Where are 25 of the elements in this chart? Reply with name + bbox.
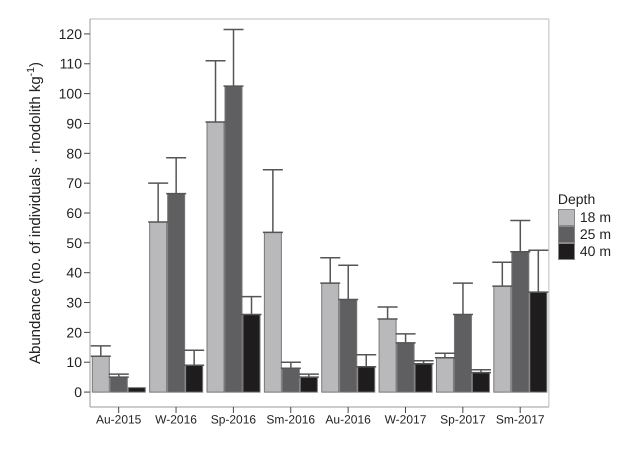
x-tick-label: W-2017 xyxy=(384,412,427,427)
legend-label: 40 m xyxy=(580,243,611,259)
y-tick-label: 50 xyxy=(66,234,82,251)
legend-label: 18 m xyxy=(580,209,611,225)
y-tick-label: 20 xyxy=(66,324,82,340)
x-tick-label: Au-2016 xyxy=(325,412,372,427)
legend-label: 25 m xyxy=(580,226,611,242)
y-tick-label: 120 xyxy=(58,26,82,42)
x-tick-label: Sm-2017 xyxy=(496,412,545,427)
y-tick-label: 40 xyxy=(66,264,82,281)
x-tick-label: Sm-2016 xyxy=(266,412,316,427)
y-tick-label: 100 xyxy=(58,86,82,102)
y-tick-label: 70 xyxy=(66,175,82,192)
y-tick-label: 60 xyxy=(66,204,82,221)
x-tick-label: Au-2015 xyxy=(96,412,142,427)
y-tick-label: 30 xyxy=(66,294,82,311)
x-tick-label: Sp-2016 xyxy=(210,412,256,427)
y-tick-label: 110 xyxy=(60,56,82,72)
y-tick-label: 80 xyxy=(66,145,82,162)
y-tick-label: 10 xyxy=(66,354,82,370)
y-tick-label: 0 xyxy=(74,384,82,400)
x-tick-label: Sp-2017 xyxy=(440,412,486,427)
legend-title: Depth xyxy=(558,190,596,206)
y-tick-label: 90 xyxy=(66,115,82,132)
x-tick-label: W-2016 xyxy=(155,412,198,427)
